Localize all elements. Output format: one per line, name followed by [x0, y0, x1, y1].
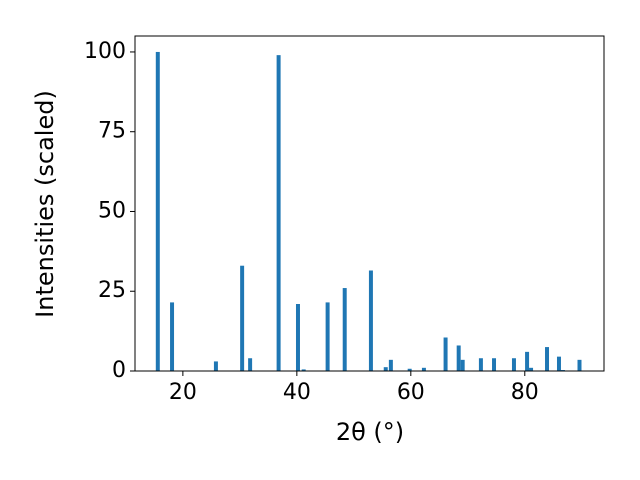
y-tick-label: 100: [84, 39, 126, 64]
bar: [388, 359, 393, 371]
y-tick-label: 0: [112, 358, 126, 383]
bar: [213, 361, 218, 371]
bar: [170, 302, 175, 371]
bar: [478, 358, 483, 371]
x-tick-label: 40: [283, 380, 311, 405]
bar: [456, 345, 461, 371]
x-tick-label: 60: [397, 380, 425, 405]
y-axis-label: Intensities (scaled): [31, 90, 59, 318]
bar: [295, 304, 300, 371]
bar: [443, 337, 448, 371]
x-tick-label: 20: [169, 380, 197, 405]
bar: [240, 265, 245, 371]
bar: [342, 288, 347, 371]
bar: [368, 270, 373, 371]
bar: [556, 356, 561, 371]
y-tick-label: 25: [98, 278, 126, 303]
bar: [525, 351, 530, 371]
bar: [529, 367, 534, 371]
bar: [421, 367, 426, 371]
bar: [155, 51, 160, 371]
bar: [248, 358, 253, 371]
bar: [325, 302, 330, 371]
y-tick-label: 50: [98, 198, 126, 223]
bar: [276, 55, 281, 372]
bar: [301, 369, 306, 371]
bar: [383, 367, 388, 371]
bar: [545, 347, 550, 371]
bar: [511, 358, 516, 371]
bar: [577, 359, 582, 371]
x-axis-label: 2θ (°): [336, 418, 404, 446]
y-tick-label: 75: [98, 119, 126, 144]
bar: [407, 368, 412, 371]
plot-frame: [134, 35, 605, 372]
bar: [460, 359, 465, 371]
bar: [492, 358, 497, 371]
x-tick-label: 80: [511, 380, 539, 405]
